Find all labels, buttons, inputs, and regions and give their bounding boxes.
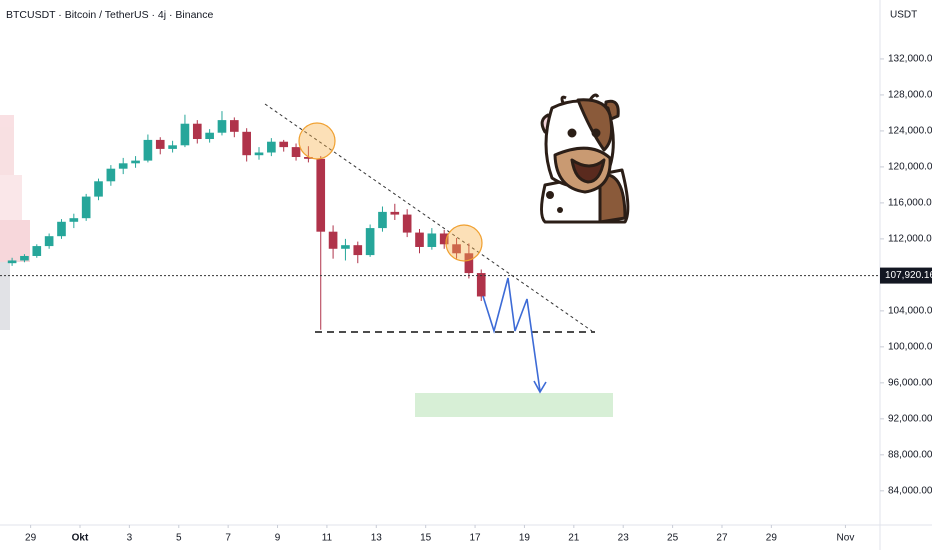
candle-body — [192, 123, 202, 140]
candles — [7, 111, 486, 330]
candle-body — [180, 123, 190, 146]
candle-body — [230, 120, 239, 132]
y-tick-label: 112,000.00 — [888, 234, 932, 245]
y-tick-label: 104,000.00 — [888, 306, 932, 317]
candle-body — [316, 158, 326, 232]
x-tick-label: 17 — [469, 533, 481, 544]
profile-block — [0, 115, 14, 175]
x-tick-label: 21 — [568, 533, 580, 544]
y-tick-label: 96,000.00 — [888, 377, 932, 388]
candle-body — [7, 260, 17, 264]
x-tick-label: 19 — [519, 533, 531, 544]
candle-body — [452, 244, 461, 254]
candle-body — [267, 141, 276, 153]
candle-body — [415, 232, 424, 247]
y-tick-label: 128,000.00 — [888, 90, 932, 101]
candle-body — [81, 196, 91, 219]
projection-path — [482, 277, 541, 392]
profile-block — [0, 262, 10, 330]
candle-body — [439, 233, 449, 245]
candle-body — [205, 132, 214, 140]
profile-block — [0, 220, 30, 262]
chart-title: BTCUSDT · Bitcoin / TetherUS · 4j · Bina… — [6, 9, 214, 21]
highlight-circle — [298, 122, 336, 160]
candle-body — [143, 139, 153, 161]
x-tick-label: Nov — [837, 533, 855, 544]
candle-body — [291, 147, 301, 158]
candle-body — [44, 236, 54, 247]
y-tick-label: 88,000.00 — [888, 449, 932, 460]
x-tick-label: 27 — [716, 533, 728, 544]
candle-body — [402, 214, 412, 233]
x-tick-label: Okt — [72, 533, 89, 544]
candle-body — [378, 211, 387, 229]
x-tick-label: 3 — [127, 533, 133, 544]
y-tick-label: 92,000.00 — [888, 413, 932, 424]
candle-body — [304, 157, 313, 159]
candle-body — [242, 131, 251, 156]
y-tick-label: 132,000.00 — [888, 54, 932, 65]
candle-body — [32, 246, 42, 256]
candle-body — [106, 168, 116, 182]
candle-body — [427, 233, 437, 247]
trend-line — [264, 103, 593, 332]
currency-label: USDT — [890, 10, 917, 21]
candle-body — [365, 228, 375, 256]
candle-body — [131, 160, 140, 164]
highlight-circle — [445, 224, 483, 262]
x-tick-label: 15 — [420, 533, 432, 544]
candle-body — [118, 163, 128, 169]
volume-profile — [0, 115, 30, 330]
candle-body — [94, 181, 103, 197]
projection-arrow — [533, 380, 547, 394]
candle-body — [217, 120, 227, 133]
candle-body — [390, 211, 400, 215]
x-tick-label: 29 — [25, 533, 37, 544]
candle-body — [353, 245, 363, 256]
profile-block — [0, 175, 22, 220]
candle-body — [279, 141, 289, 148]
y-tick-label: 100,000.00 — [888, 341, 932, 352]
y-tick-label: 116,000.00 — [888, 198, 932, 209]
y-tick-label: 124,000.00 — [888, 126, 932, 137]
candle-body — [20, 255, 29, 261]
x-tick-label: 9 — [275, 533, 281, 544]
y-tick-label: 84,000.00 — [888, 485, 932, 496]
x-tick-label: 5 — [176, 533, 182, 544]
x-tick-label: 11 — [322, 533, 333, 544]
x-tick-label: 29 — [766, 533, 778, 544]
cow-illustration — [540, 93, 630, 224]
candle-body — [168, 145, 177, 149]
candle-body — [254, 152, 264, 156]
candle-body — [155, 139, 165, 149]
x-tick-label: 13 — [371, 533, 383, 544]
target-zone — [415, 393, 613, 417]
last-price-tag — [880, 267, 932, 284]
last-price-label: 107,920.16 — [885, 270, 932, 281]
candle-body — [341, 245, 350, 249]
candle-body — [328, 231, 338, 249]
candle-body — [57, 221, 66, 237]
x-tick-label: 23 — [618, 533, 630, 544]
y-tick-label: 120,000.00 — [888, 162, 932, 173]
candle-body — [69, 218, 79, 222]
candle-body — [476, 273, 486, 297]
x-tick-label: 7 — [225, 533, 231, 544]
candle-body — [464, 253, 474, 274]
x-tick-label: 25 — [667, 533, 679, 544]
